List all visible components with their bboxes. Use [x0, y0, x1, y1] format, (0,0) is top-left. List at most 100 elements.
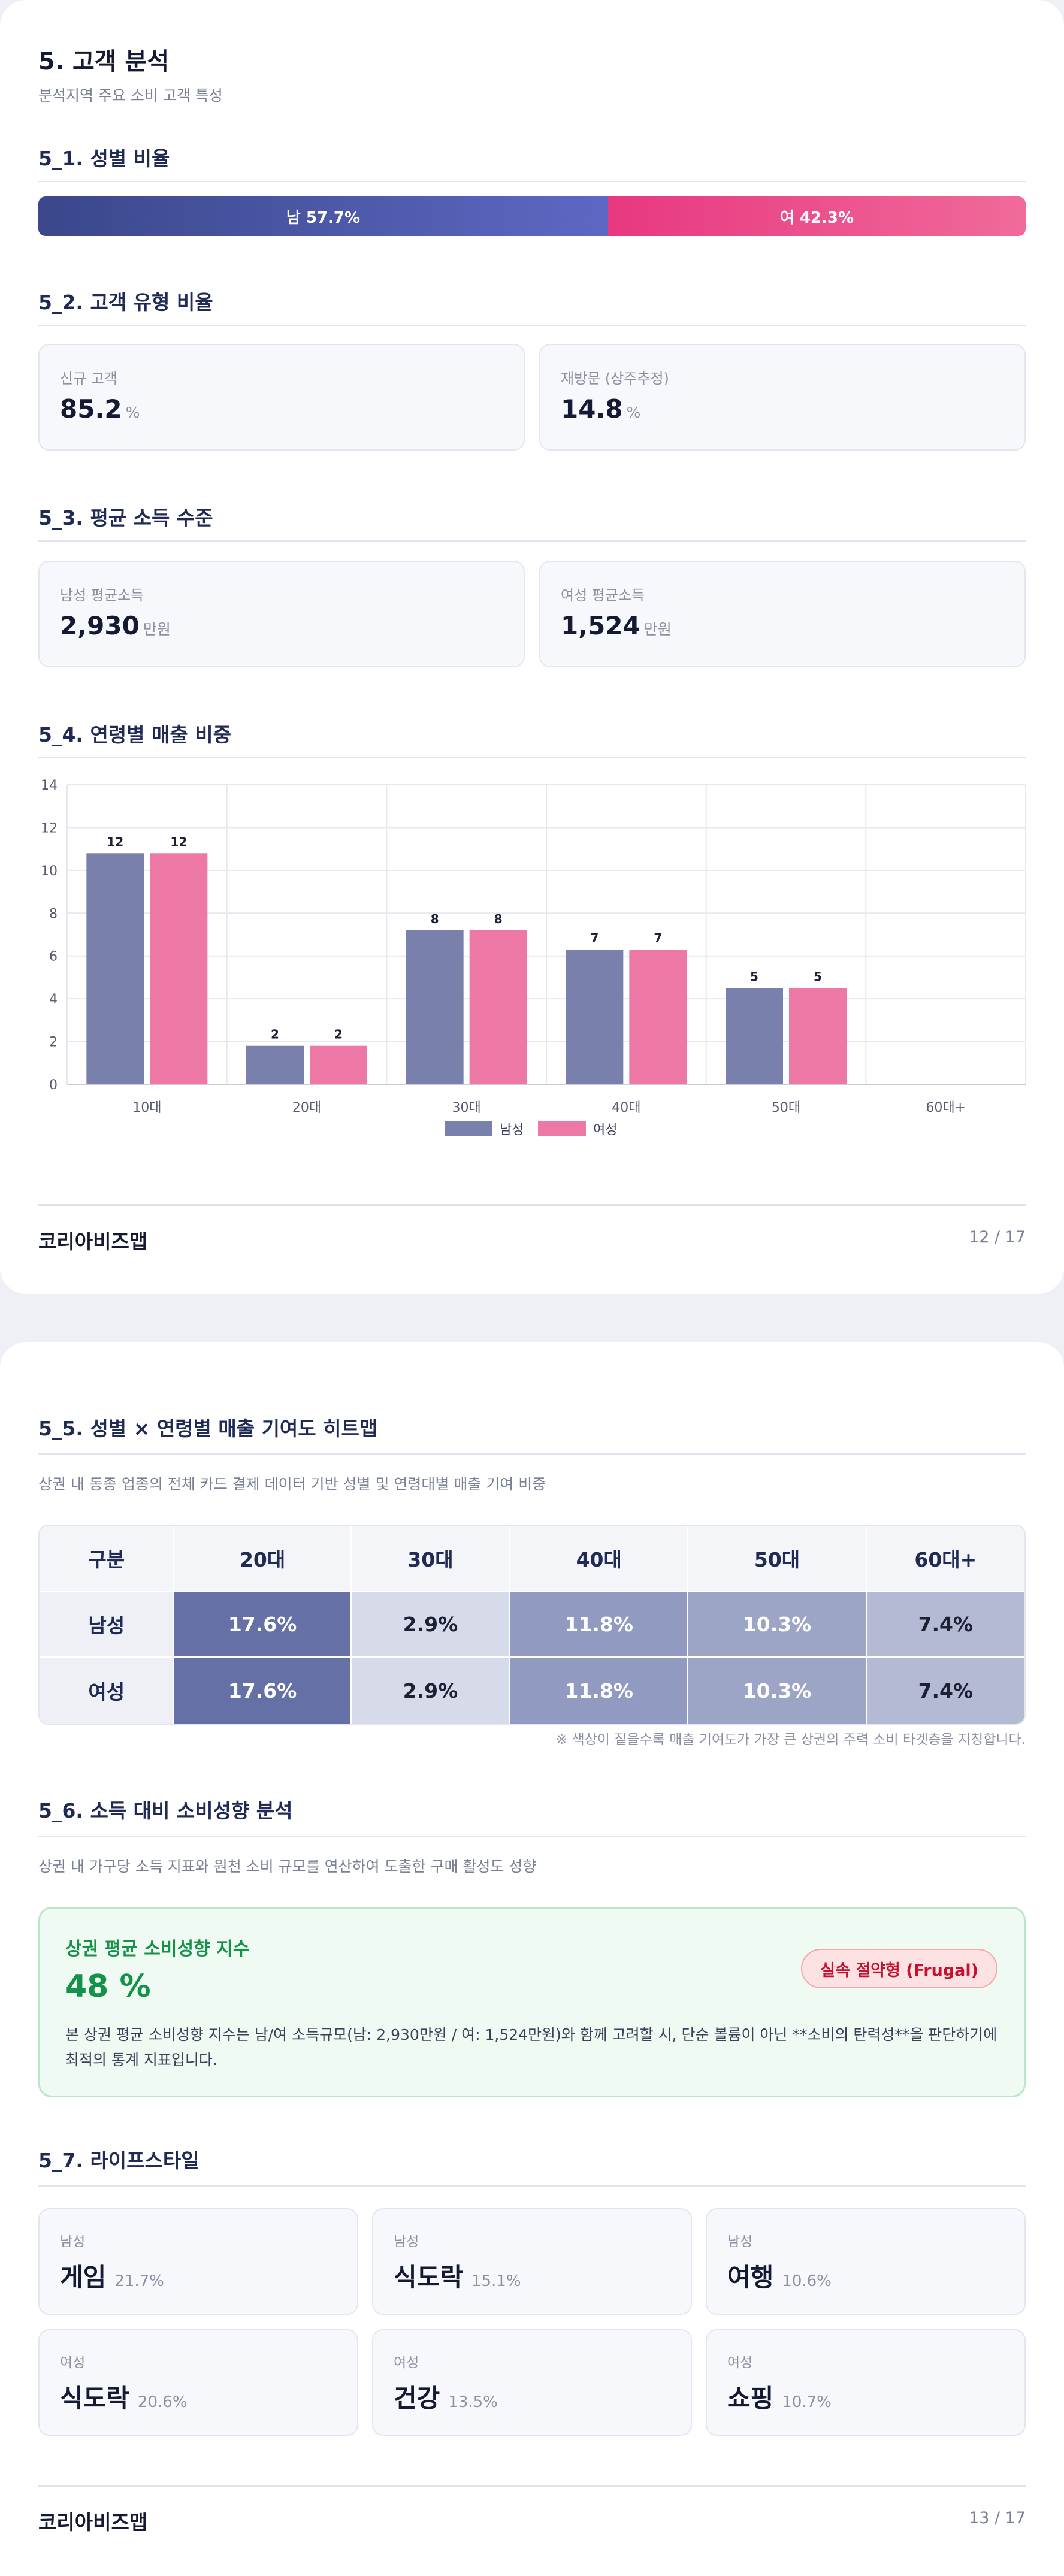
lifestyle-value: 여행 10.6%	[727, 2263, 832, 2292]
bar	[150, 853, 208, 1084]
lifestyle-gender: 여성	[60, 2355, 86, 2371]
spending-index-value: 48 %	[65, 1969, 151, 2004]
bar-data-label: 2	[334, 1027, 343, 1042]
footer-brand: 코리아비즈맵	[38, 2511, 148, 2534]
bar	[469, 930, 527, 1084]
age-sales-bar-chart: 0 2 4 6 8 10 12 14 12 12 10대 2 2 20대 8 8 30대 7 7 40대 5 5 50대 60…	[41, 778, 1026, 1138]
gender-bar-male: 남 57.7%	[38, 196, 608, 236]
x-tick-label: 60대+	[926, 1100, 966, 1115]
y-tick-label: 10	[41, 864, 58, 879]
stat-value: 1,524 만원	[561, 611, 672, 640]
bar	[246, 1045, 304, 1084]
bar-data-label: 7	[654, 931, 662, 945]
stat-label: 남성 평균소득	[60, 587, 144, 604]
lifestyle-gender: 남성	[394, 2234, 419, 2250]
heatmap-cell: 10.3%	[688, 1592, 867, 1658]
section-heading-age-sales: 5_4. 연령별 매출 비중	[38, 723, 231, 746]
spending-box-title: 상권 평균 소비성향 지수	[65, 1939, 250, 1960]
lifestyle-card: 남성 여행 10.6%	[706, 2208, 1026, 2315]
lifestyle-card: 남성 게임 21.7%	[38, 2208, 358, 2315]
bar	[629, 950, 687, 1084]
section-heading-income: 5_3. 평균 소득 수준	[38, 506, 213, 530]
footer-divider	[38, 2485, 1026, 2487]
bar-data-label: 2	[271, 1027, 279, 1042]
section-divider	[38, 757, 1026, 758]
heatmap-row-female: 여성 17.6% 2.9% 11.8% 10.3% 7.4%	[40, 1658, 1024, 1724]
heatmap-header-row: 구분 20대 30대 40대 50대 60대+	[40, 1526, 1024, 1592]
spending-index-box: 상권 평균 소비성향 지수 48 % 실속 절약형 (Frugal) 본 상권 …	[38, 1907, 1026, 2097]
bar	[406, 930, 464, 1084]
lifestyle-value: 쇼핑 10.7%	[727, 2384, 832, 2413]
stat-value: 85.2%	[60, 394, 140, 424]
heatmap-column-header: 20대	[174, 1526, 352, 1592]
stat-label: 재방문 (상주추정)	[561, 370, 669, 387]
legend-label: 남성	[500, 1123, 524, 1138]
report-page-12: 5. 고객 분석 분석지역 주요 소비 고객 특성 5_1. 성별 비율 남 5…	[0, 0, 1064, 1294]
lifestyle-card: 남성 식도락 15.1%	[372, 2208, 692, 2315]
lifestyle-gender: 남성	[60, 2234, 86, 2250]
section-divider	[38, 181, 1026, 182]
footer-page-number: 12 / 17	[969, 1228, 1026, 1247]
x-tick-label: 50대	[772, 1100, 800, 1115]
y-tick-label: 8	[49, 906, 58, 921]
section-heading-gender-ratio: 5_1. 성별 비율	[38, 147, 170, 170]
spending-description: 상권 내 가구당 소득 지표와 원천 소비 규모를 연산하여 도출한 구매 활성…	[38, 1858, 537, 1875]
heatmap-cell: 2.9%	[351, 1658, 511, 1724]
stat-card-male-income: 남성 평균소득 2,930 만원	[38, 561, 525, 667]
section-divider	[38, 1836, 1026, 1837]
heatmap-cell: 10.3%	[688, 1658, 867, 1724]
stat-label: 여성 평균소득	[561, 587, 645, 604]
heatmap-cell: 7.4%	[866, 1658, 1024, 1724]
section-heading-lifestyle: 5_7. 라이프스타일	[38, 2149, 200, 2172]
y-tick-label: 4	[49, 992, 58, 1007]
bar-data-label: 5	[750, 969, 758, 984]
x-tick-label: 20대	[292, 1100, 321, 1115]
heatmap-column-header: 30대	[351, 1526, 511, 1592]
bar-data-label: 5	[814, 969, 822, 984]
bar	[789, 988, 847, 1084]
footer-brand: 코리아비즈맵	[38, 1230, 148, 1253]
heatmap-cell: 11.8%	[510, 1592, 689, 1658]
section-heading-customer-type: 5_2. 고객 유형 비율	[38, 291, 213, 314]
section-divider	[38, 2185, 1026, 2187]
lifestyle-value: 식도락 20.6%	[60, 2384, 188, 2413]
lifestyle-gender: 여성	[727, 2355, 753, 2371]
heatmap-row-header: 여성	[40, 1658, 175, 1724]
heatmap-table: 구분 20대 30대 40대 50대 60대+ 남성 17.6% 2.9% 11…	[38, 1525, 1026, 1725]
lifestyle-gender: 여성	[394, 2355, 419, 2371]
legend-swatch	[445, 1121, 492, 1136]
heatmap-row-male: 남성 17.6% 2.9% 11.8% 10.3% 7.4%	[40, 1592, 1024, 1658]
heatmap-cell: 17.6%	[174, 1658, 352, 1724]
y-tick-label: 2	[49, 1035, 58, 1050]
stat-value: 14.8%	[561, 394, 641, 424]
heatmap-column-header: 50대	[688, 1526, 867, 1592]
gender-ratio-bar: 남 57.7% 여 42.3%	[38, 196, 1026, 236]
lifestyle-value: 식도락 15.1%	[394, 2263, 521, 2292]
y-tick-label: 6	[49, 950, 58, 965]
stat-card-female-income: 여성 평균소득 1,524 만원	[539, 561, 1026, 667]
spending-type-badge: 실속 절약형 (Frugal)	[801, 1949, 998, 1988]
stat-card-new-customers: 신규 고객 85.2%	[38, 344, 525, 451]
heatmap-cell: 7.4%	[866, 1592, 1024, 1658]
bar	[310, 1045, 367, 1084]
stat-card-returning-customers: 재방문 (상주추정) 14.8%	[539, 344, 1026, 451]
page-title: 5. 고객 분석	[38, 48, 170, 75]
stat-label: 신규 고객	[60, 370, 117, 387]
section-divider	[38, 1453, 1026, 1455]
lifestyle-card: 여성 식도락 20.6%	[38, 2329, 358, 2436]
heatmap-column-header: 60대+	[866, 1526, 1024, 1592]
heatmap-cell: 17.6%	[174, 1592, 352, 1658]
heatmap-description: 상권 내 동종 업종의 전체 카드 결제 데이터 기반 성별 및 연령대별 매출…	[38, 1476, 546, 1493]
footer-page-number: 13 / 17	[969, 2509, 1026, 2527]
x-tick-label: 40대	[612, 1100, 640, 1115]
heatmap-cell: 11.8%	[510, 1658, 689, 1724]
y-tick-label: 14	[41, 778, 58, 793]
bar-data-label: 8	[494, 912, 503, 926]
bar	[726, 988, 783, 1084]
gender-bar-female: 여 42.3%	[607, 196, 1026, 236]
bar-data-label: 7	[590, 931, 598, 945]
x-tick-label: 30대	[452, 1100, 481, 1115]
spending-box-text: 본 상권 평균 소비성향 지수는 남/여 소득규모(남: 2,930만원 / 여…	[65, 2026, 998, 2069]
bar-data-label: 12	[107, 835, 123, 849]
section-heading-heatmap: 5_5. 성별 × 연령별 매출 기여도 히트맵	[38, 1417, 378, 1440]
